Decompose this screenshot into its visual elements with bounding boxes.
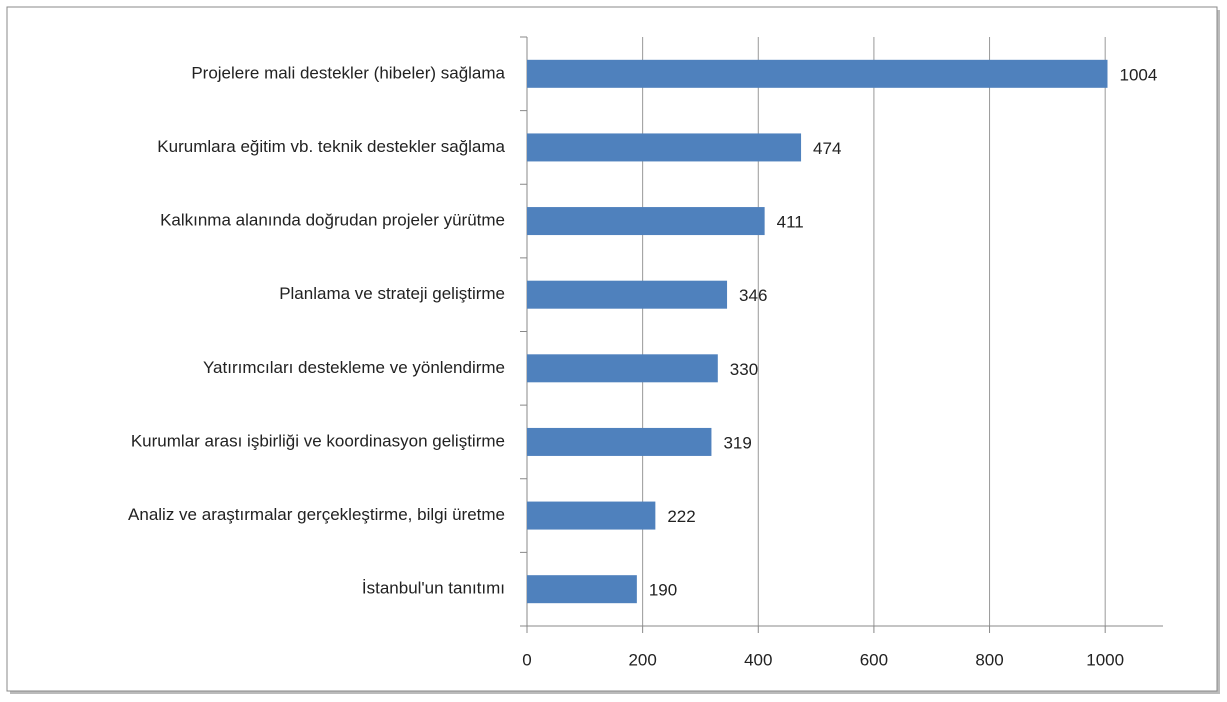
data-label: 330 (730, 360, 758, 379)
y-tick-label: Kurumlara eğitim vb. teknik destekler sa… (157, 137, 505, 156)
y-tick-label: Kalkınma alanında doğrudan projeler yürü… (160, 211, 505, 230)
bar (527, 427, 712, 456)
bar (527, 501, 656, 530)
data-label: 190 (649, 581, 677, 600)
x-tick-label: 1000 (1086, 650, 1124, 669)
data-label: 474 (813, 139, 841, 158)
y-tick-label: Kurumlar arası işbirliği ve koordinasyon… (131, 431, 505, 450)
bar (527, 280, 728, 309)
x-tick-label: 200 (628, 650, 656, 669)
y-tick-label: Projelere mali destekler (hibeler) sağla… (191, 63, 505, 82)
data-label: 1004 (1119, 65, 1157, 84)
x-tick-label: 600 (860, 650, 888, 669)
bar (527, 575, 637, 604)
x-tick-label: 0 (522, 650, 531, 669)
bar (527, 133, 802, 162)
bar (527, 207, 765, 236)
x-tick-label: 400 (744, 650, 772, 669)
data-label: 346 (739, 286, 767, 305)
data-label: 411 (777, 213, 804, 232)
data-label: 222 (667, 507, 695, 526)
y-tick-label: Planlama ve strateji geliştirme (279, 284, 505, 303)
bar (527, 354, 718, 383)
y-tick-label: Analiz ve araştırmalar gerçekleştirme, b… (128, 505, 505, 524)
y-tick-label: Yatırımcıları destekleme ve yönlendirme (203, 358, 505, 377)
bar (527, 59, 1108, 88)
y-tick-label: İstanbul'un tanıtımı (362, 579, 505, 598)
data-label: 319 (723, 433, 751, 452)
x-tick-label: 800 (975, 650, 1003, 669)
